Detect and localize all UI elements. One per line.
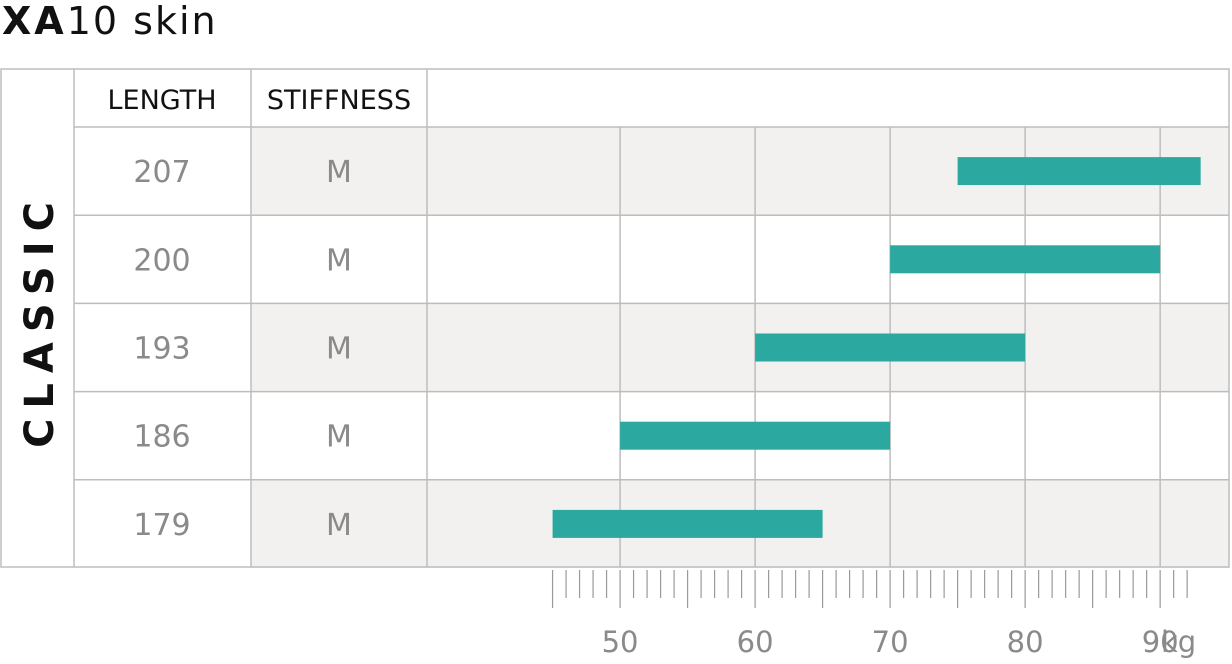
header-length: LENGTH [107,85,216,116]
range-bar-179 [552,509,823,538]
length-cell: 200 [133,243,190,278]
tick-label-70: 70 [872,625,909,659]
stiffness-cell: M [326,508,352,543]
row-shade-plot [427,479,1229,568]
table-frame [0,68,1230,568]
header-stiffness: STIFFNESS [267,85,411,116]
tick-label-80: 80 [1007,625,1044,659]
length-cell: 179 [133,508,190,543]
chart-title: XA10 skin [2,0,218,43]
axis-unit-label: kg [1161,625,1196,659]
table-cells: 207 M 200 M 193 M 186 M 179 M [133,155,352,543]
length-cell: 186 [133,420,190,455]
tick-label-50: 50 [602,625,639,659]
tick-label-60: 60 [737,625,774,659]
length-cell: 193 [133,332,190,367]
range-bar-200 [890,245,1161,274]
range-bars [552,157,1201,538]
row-shade-stiffness [251,479,427,568]
title-model: XA [2,0,67,43]
stiffness-cell: M [326,420,352,455]
row-shade-stiffness [251,303,427,392]
table-border [0,68,1230,568]
stiffness-cell: M [326,243,352,278]
length-cell: 207 [133,155,190,190]
row-shade-stiffness [251,127,427,216]
stiffness-cell: M [326,155,352,190]
side-label-classic: CLASSIC [17,192,63,448]
range-bar-193 [755,333,1026,362]
stiffness-cell: M [326,332,352,367]
range-bar-186 [620,421,891,450]
range-bar-207 [957,157,1201,186]
tick-label-90: 90 [1142,625,1179,659]
row-backgrounds [251,127,1229,568]
title-variant: 10 skin [67,0,218,43]
gridlines [74,126,1229,567]
